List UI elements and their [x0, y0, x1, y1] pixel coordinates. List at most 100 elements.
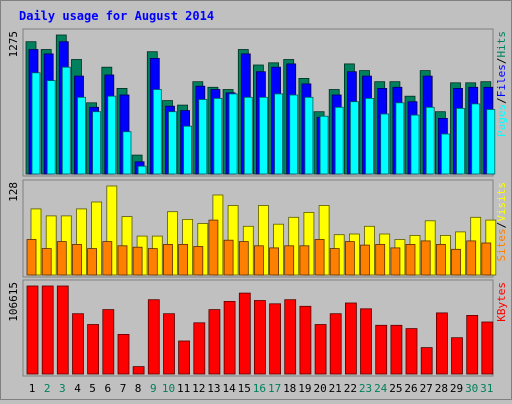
panel-visitors: 128 Sites/Visits — [7, 179, 508, 278]
day-label: 26 — [404, 382, 417, 395]
bar-kbytes — [102, 309, 115, 375]
legend-entry: Files — [495, 64, 508, 97]
bar-pages — [365, 98, 374, 175]
day-label: 24 — [374, 382, 388, 395]
bar-pages — [61, 66, 71, 175]
bar-kbytes — [420, 347, 433, 375]
bar-pages — [92, 111, 101, 175]
bar-kbytes — [56, 285, 69, 375]
bar-sites — [360, 244, 370, 276]
bar-pages — [137, 165, 147, 175]
bar-pages — [274, 93, 284, 175]
day-label: 13 — [207, 382, 220, 395]
bar-sites — [87, 248, 97, 276]
day-label: 17 — [268, 382, 281, 395]
bar-sites — [284, 245, 295, 276]
legend-entry: Pages — [495, 104, 508, 137]
bar-kbytes — [193, 322, 206, 375]
axis-max-label: 128 — [7, 182, 20, 202]
bar-kbytes — [163, 313, 175, 375]
day-label: 20 — [313, 382, 326, 395]
bar-kbytes — [435, 312, 448, 375]
bar-kbytes — [238, 292, 251, 375]
bar-kbytes — [405, 328, 418, 375]
bar-pages — [395, 102, 405, 175]
bar-sites — [163, 243, 173, 276]
bar-sites — [269, 247, 280, 276]
bar-kbytes — [466, 314, 479, 375]
bar-kbytes — [132, 366, 145, 375]
legend: Sites/Visits — [495, 182, 508, 262]
bar-pages — [334, 106, 344, 175]
day-label: 27 — [420, 382, 433, 395]
bar-pages — [77, 96, 86, 175]
bar-kbytes — [208, 309, 221, 375]
bar-pages — [349, 101, 359, 175]
day-label: 10 — [162, 382, 175, 395]
legend-entry: / — [495, 222, 508, 229]
bar-pages — [258, 96, 268, 175]
day-label: 22 — [344, 382, 357, 395]
bar-sites — [102, 241, 113, 276]
day-label: 23 — [359, 382, 372, 395]
bar-sites — [26, 239, 37, 276]
day-label: 12 — [192, 382, 205, 395]
bar-pages — [198, 99, 208, 175]
bar-pages — [440, 133, 450, 175]
day-label: 21 — [329, 382, 342, 395]
panel-kbytes: 106615 KBytes — [7, 279, 508, 377]
day-label: 25 — [389, 382, 402, 395]
bar-kbytes — [72, 313, 84, 375]
bar-pages — [471, 103, 481, 175]
bar-pages — [213, 98, 223, 175]
panels-layer: 1275Pages/Files/Hits128Sites/Visits10661… — [7, 28, 508, 377]
bar-kbytes — [253, 300, 266, 375]
bar-sites — [132, 246, 143, 276]
day-label: 30 — [465, 382, 478, 395]
bar-pages — [410, 114, 420, 175]
bar-sites — [435, 243, 446, 276]
day-label: 1 — [29, 382, 36, 395]
bar-kbytes — [269, 303, 282, 375]
bar-sites — [344, 241, 355, 276]
bar-sites — [466, 240, 477, 276]
bar-kbytes — [117, 333, 130, 375]
axis-max-label: 106615 — [7, 282, 20, 322]
bar-kbytes — [223, 300, 236, 375]
bar-sites — [147, 248, 158, 276]
bar-sites — [314, 239, 325, 276]
bar-pages — [319, 115, 329, 175]
bar-sites — [117, 245, 128, 276]
day-label: 16 — [253, 382, 266, 395]
bar-kbytes — [147, 299, 160, 375]
day-label: 3 — [59, 382, 66, 395]
bar-sites — [208, 219, 219, 276]
bar-sites — [481, 242, 492, 276]
day-label: 14 — [222, 382, 236, 395]
bar-kbytes — [26, 285, 39, 375]
bar-sites — [253, 245, 264, 276]
legend-entry: / — [495, 58, 508, 65]
bar-sites — [178, 243, 189, 276]
legend: KBytes — [495, 282, 508, 322]
bar-kbytes — [41, 285, 54, 375]
bar-sites — [405, 243, 416, 276]
day-label: 18 — [283, 382, 296, 395]
bar-sites — [375, 243, 386, 276]
bar-kbytes — [87, 324, 99, 375]
day-label: 6 — [104, 382, 111, 395]
bar-sites — [329, 248, 340, 276]
bar-pages — [183, 125, 193, 175]
bar-kbytes — [329, 313, 342, 375]
bar-pages — [425, 106, 435, 175]
day-labels: 1 2 3 4 5 6 7 8 9 10 11 12 13 14 15 16 17 18 19 20 21 22 23 24 2… — [29, 382, 494, 395]
bar-kbytes — [481, 321, 494, 375]
bar-kbytes — [375, 324, 388, 375]
bar-sites — [193, 246, 204, 276]
bar-pages — [46, 80, 56, 175]
bar-pages — [31, 72, 41, 175]
chart-title: Daily usage for August 2014 — [19, 9, 214, 23]
